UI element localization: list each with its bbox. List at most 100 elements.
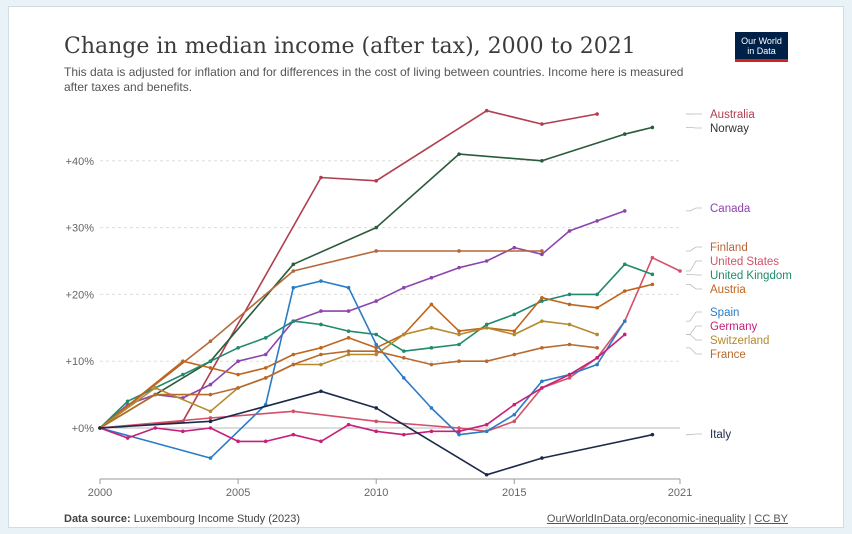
data-point (374, 299, 378, 303)
owid-logo[interactable]: Our World in Data (735, 32, 788, 62)
data-point (319, 346, 323, 350)
data-point (374, 225, 378, 230)
data-point (208, 392, 213, 397)
y-tick-label: +20% (66, 289, 95, 301)
x-tick-label: 2021 (668, 487, 692, 499)
data-point (208, 359, 213, 364)
data-point (153, 426, 158, 430)
data-point (429, 406, 434, 410)
data-point (319, 439, 323, 444)
data-point (374, 332, 378, 337)
y-tick-label: +40% (66, 156, 95, 168)
data-point (457, 332, 461, 337)
data-point (567, 292, 572, 297)
data-point (319, 352, 323, 357)
logo-line-1: Our World (741, 36, 782, 46)
data-point (512, 312, 517, 317)
data-point (374, 406, 378, 410)
chart-title: Change in median income (after tax), 200… (64, 34, 636, 59)
data-point (622, 319, 627, 323)
series-line-australia (99, 109, 598, 429)
data-point (622, 289, 627, 293)
data-point (457, 329, 461, 333)
data-point (484, 326, 489, 330)
data-point (484, 429, 489, 434)
data-point (540, 159, 544, 163)
data-point (540, 319, 544, 323)
label-connector (686, 347, 702, 355)
footer-separator: | (745, 513, 755, 525)
data-point (567, 229, 572, 233)
data-point (181, 372, 185, 377)
data-point (595, 305, 599, 310)
data-point (540, 299, 544, 303)
data-point (319, 362, 323, 367)
series-line-spain (99, 280, 626, 459)
data-point (484, 422, 489, 427)
data-point (622, 262, 627, 267)
license-link[interactable]: CC BY (754, 513, 788, 525)
data-point (429, 429, 434, 434)
data-point (263, 366, 268, 370)
data-point (540, 346, 544, 350)
label-connector (686, 273, 702, 276)
data-point (540, 386, 544, 390)
data-point (484, 472, 489, 477)
series-label-italy: Italy (710, 429, 731, 441)
data-point (595, 346, 599, 350)
data-point (402, 432, 406, 437)
data-point (319, 279, 323, 283)
data-point (402, 376, 406, 380)
data-point (263, 336, 268, 340)
data-point (208, 382, 213, 387)
logo-line-2: in Data (747, 46, 776, 56)
data-point (457, 429, 461, 434)
series-label-finland: Finland (710, 242, 748, 254)
series-label-austria: Austria (710, 284, 746, 296)
data-point (374, 352, 378, 357)
data-point (595, 356, 599, 360)
data-point (208, 419, 213, 424)
data-point (236, 346, 240, 350)
data-point (540, 249, 544, 253)
data-point (263, 439, 268, 444)
label-connector (686, 283, 702, 290)
series-line-germany (99, 333, 626, 443)
data-point (429, 362, 434, 367)
series-label-united-states: United States (710, 256, 779, 268)
data-point (457, 359, 461, 364)
data-point (236, 359, 240, 364)
data-point (181, 429, 185, 434)
data-point (429, 326, 434, 330)
label-connector (686, 127, 702, 129)
x-tick-label: 2000 (88, 487, 112, 499)
data-point (208, 456, 213, 460)
data-point (346, 285, 351, 290)
data-point (650, 432, 655, 437)
label-connector (686, 433, 702, 436)
series-line-finland (99, 250, 542, 429)
series-label-germany: Germany (710, 321, 758, 333)
series-label-australia: Australia (710, 109, 755, 121)
data-point (622, 332, 627, 337)
source-link[interactable]: OurWorldInData.org/economic-inequality (546, 513, 746, 525)
data-point (374, 249, 378, 253)
x-tick-label: 2005 (226, 487, 250, 499)
data-point (236, 386, 240, 390)
footer-links: OurWorldInData.org/economic-inequality |… (547, 513, 788, 525)
data-point (374, 429, 378, 434)
series-label-canada: Canada (710, 203, 751, 215)
data-point (540, 379, 544, 384)
data-point (346, 349, 351, 353)
y-tick-label: +10% (66, 356, 95, 368)
data-point (595, 112, 599, 116)
data-point (153, 386, 158, 390)
data-source: Data source: Luxembourg Income Study (20… (64, 513, 300, 525)
data-point (291, 285, 296, 290)
data-point (291, 319, 296, 323)
data-point (429, 275, 434, 280)
label-connector (686, 325, 702, 335)
data-point (319, 175, 323, 180)
data-point (291, 262, 296, 267)
data-point (374, 346, 378, 350)
